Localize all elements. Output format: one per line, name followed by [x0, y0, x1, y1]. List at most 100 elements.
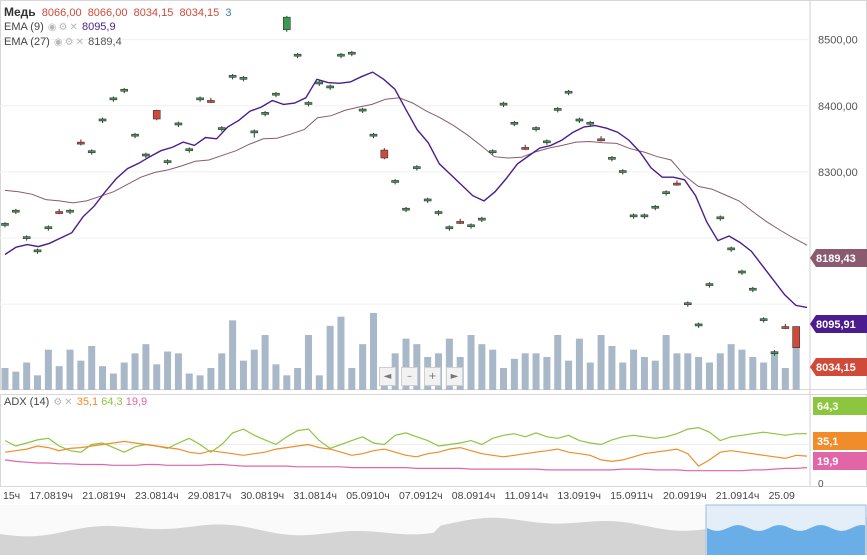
volume-bar — [109, 373, 117, 390]
price-tick-label: 8300,00 — [818, 167, 858, 179]
candle-body — [196, 97, 204, 101]
candle-body — [759, 318, 768, 321]
adx-green-line — [4, 426, 807, 453]
volume-bar — [66, 349, 74, 390]
ema9-label: EMA (9) — [4, 21, 44, 33]
adx-value-orange: 35,1 — [76, 396, 99, 408]
candle-body — [499, 102, 508, 106]
scroll-right-button[interactable]: ► — [446, 367, 463, 386]
volume-bar — [467, 335, 475, 390]
gear-icon[interactable]: ⚙ — [58, 22, 68, 33]
eye-icon[interactable]: ◉ — [53, 37, 63, 48]
volume-bar — [153, 364, 161, 390]
scroll-left-button[interactable]: ◄ — [379, 367, 396, 386]
last-price-tag-bg — [810, 358, 867, 376]
candle-body — [33, 249, 42, 253]
time-tick-label: 13.09 — [557, 490, 583, 502]
candle-body — [694, 323, 703, 327]
candle-body — [434, 211, 443, 214]
volume-bar — [760, 362, 768, 390]
volume-bar — [88, 346, 96, 390]
candle-body — [217, 127, 226, 130]
candle-body — [337, 53, 345, 57]
volume-bar — [315, 375, 323, 390]
volume-bar — [261, 335, 269, 390]
volume-bar — [640, 357, 648, 390]
candle-body — [207, 100, 215, 103]
candle-body — [87, 150, 96, 154]
adx-green-tag: 64,3 — [813, 397, 867, 415]
candle-body — [792, 326, 800, 348]
candle-body — [326, 85, 334, 89]
volume-bar — [120, 362, 128, 390]
ema27-label: EMA (27) — [4, 36, 50, 48]
volume-bar — [164, 351, 172, 390]
close-icon[interactable]: ✕ — [69, 22, 78, 33]
zoom-in-button[interactable]: + — [424, 367, 441, 386]
trade-count: 3 — [225, 7, 232, 19]
time-tick-label: 11.09 — [505, 490, 531, 502]
volume-bar — [705, 362, 713, 390]
last-price-tag-text: 8034,15 — [816, 362, 856, 374]
candle-body — [727, 247, 735, 251]
volume-bar — [770, 353, 778, 390]
volume-bar — [445, 338, 453, 390]
volume-bar — [1, 368, 9, 390]
candle-body — [488, 150, 497, 154]
volume-bar — [478, 344, 486, 390]
legend-main: Медь 8066,00 8066,00 8034,15 8034,15 3 — [4, 5, 231, 19]
price-tick-label: 8400,00 — [818, 101, 858, 113]
candle-body — [564, 90, 573, 94]
volume-bar — [673, 353, 681, 390]
candle-body — [402, 207, 410, 211]
time-tick-label: 25.09 — [769, 490, 795, 502]
gear-icon[interactable]: ⚙ — [53, 397, 63, 408]
adx-pink-tag-bg — [813, 452, 867, 470]
candle-body — [272, 92, 280, 96]
candle-body — [228, 75, 237, 78]
adx-tick-label: 0 — [818, 479, 824, 490]
volume-bar — [402, 338, 410, 390]
volume-bar — [77, 360, 85, 390]
candle-body — [413, 166, 421, 169]
candle-body — [131, 133, 139, 137]
time-tick-label: 05.09 — [346, 490, 372, 502]
zoom-out-button[interactable]: – — [401, 367, 418, 386]
volume-bar — [185, 373, 193, 390]
volume-bar — [304, 335, 312, 390]
candle-body — [261, 112, 269, 115]
volume-bar — [554, 335, 562, 390]
time-tick-label: 19ч — [267, 490, 284, 502]
gear-icon[interactable]: ⚙ — [64, 37, 74, 48]
adx-label: ADX (14) — [4, 396, 50, 408]
volume-bar — [608, 346, 616, 390]
volume-bar — [326, 325, 334, 390]
candle-body — [478, 217, 486, 221]
close-icon[interactable]: ✕ — [64, 397, 73, 408]
candle-body — [543, 140, 551, 144]
ema9-value: 8095,9 — [81, 21, 116, 33]
close-icon[interactable]: ✕ — [75, 37, 85, 48]
volume-bar — [749, 357, 757, 390]
time-tick-label: 21.09 — [716, 490, 742, 502]
volume-bar — [781, 368, 789, 390]
candle-body — [44, 226, 53, 230]
adx-orange-line — [4, 440, 808, 467]
ema9-line — [4, 71, 808, 309]
volume-bar — [532, 353, 540, 390]
candle-body — [467, 224, 475, 228]
time-tick-label: 14ч — [531, 490, 548, 502]
volume-bar — [174, 353, 182, 390]
ohlc-open: 8066,00 — [41, 7, 82, 19]
candle-body — [55, 211, 63, 214]
eye-icon[interactable]: ◉ — [47, 22, 57, 33]
time-tick-label: 10ч — [373, 490, 390, 502]
volume-bar — [239, 360, 247, 390]
candle-body — [738, 270, 746, 274]
volume-bar — [510, 358, 518, 390]
volume-bar — [575, 338, 583, 390]
candle-body — [618, 170, 627, 173]
candle-body — [120, 88, 129, 92]
time-tick-label: 19ч — [584, 490, 601, 502]
candle-body — [239, 77, 248, 80]
